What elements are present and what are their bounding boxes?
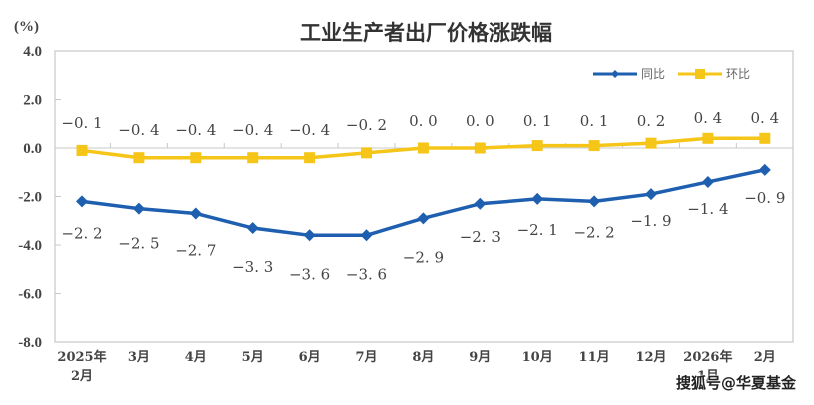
data-label: 0. 4 — [694, 109, 723, 127]
y-tick-label: -2.0 — [18, 190, 42, 206]
data-label: −0. 1 — [61, 114, 102, 132]
x-tick-label-line2: 1月 — [697, 369, 719, 384]
data-point-marker — [360, 229, 373, 242]
x-tick-label: 11月 — [579, 350, 610, 365]
data-label: −0. 2 — [346, 116, 387, 134]
data-label: −1. 4 — [687, 200, 728, 218]
square-marker-icon — [695, 69, 705, 79]
data-point-marker — [759, 132, 771, 144]
watermark: 搜狐号@华夏基金 — [675, 374, 796, 392]
data-point-marker — [246, 222, 259, 235]
x-tick-label: 2025年 — [57, 349, 106, 365]
data-label: 0. 1 — [580, 112, 609, 130]
data-point-marker — [417, 142, 429, 154]
x-tick-label: 10月 — [522, 350, 553, 365]
data-label: 0. 0 — [409, 112, 438, 130]
x-tick-label: 8月 — [412, 350, 434, 365]
plot-frame — [54, 50, 794, 343]
x-tick-label: 5月 — [242, 350, 264, 365]
data-label: −0. 4 — [118, 121, 159, 139]
y-tick-label: -6.0 — [18, 287, 42, 303]
y-tick-label: 0.0 — [23, 141, 42, 157]
x-tick-label: 9月 — [469, 350, 491, 365]
legend: 同比 环比 — [593, 67, 750, 81]
data-point-marker — [133, 152, 145, 164]
data-point-marker — [304, 152, 316, 164]
y-tick-label: -4.0 — [18, 238, 42, 254]
data-label: −3. 6 — [289, 265, 330, 283]
y-axis: 4.0 2.0 0.0 -2.0 -4.0 -6.0 -8.0 — [18, 44, 793, 351]
data-label: −3. 6 — [346, 265, 387, 283]
series-layer: −2. 2 −2. 5 −2. 7 −3. 3 −3. 6 −3. 6 −2. 9 −2. 3… — [61, 109, 785, 283]
x-tick-label: 2月 — [754, 350, 776, 365]
data-label: −2. 2 — [573, 223, 614, 241]
data-label: −0. 4 — [232, 121, 273, 139]
unit-label: (%) — [14, 19, 39, 35]
data-point-marker — [702, 132, 714, 144]
y-tick-label: 2.0 — [23, 93, 42, 109]
data-label: −2. 5 — [118, 235, 159, 253]
data-label: −2. 3 — [460, 228, 501, 246]
data-point-marker — [247, 152, 259, 164]
data-point-marker — [303, 229, 316, 242]
diamond-marker-icon — [611, 70, 619, 78]
data-point-marker — [701, 175, 714, 188]
data-point-marker — [417, 212, 430, 225]
data-point-marker — [588, 140, 600, 152]
data-point-marker — [190, 152, 202, 164]
legend-mom-label: 环比 — [726, 67, 750, 81]
data-point-marker — [474, 142, 486, 154]
data-point-marker — [645, 137, 657, 149]
x-tick-label-line2: 2月 — [71, 369, 93, 384]
data-label: 0. 2 — [637, 112, 666, 130]
x-tick-label: 4月 — [185, 350, 207, 365]
data-label: 0. 4 — [750, 109, 779, 127]
data-point-marker — [132, 202, 145, 215]
data-label: 0. 1 — [523, 112, 552, 130]
data-point-marker — [758, 163, 771, 176]
data-point-marker — [361, 147, 372, 159]
data-label: 0. 0 — [466, 112, 495, 130]
data-label: −2. 7 — [175, 241, 216, 259]
data-label: −0. 4 — [289, 121, 330, 139]
x-axis: 2025年 2月 3月 4月 5月 6月 7月 8月 9月 10月 11月 12月 2026年 1月 2月 — [57, 143, 776, 384]
data-point-marker — [189, 207, 202, 220]
x-tick-label: 7月 — [355, 350, 377, 365]
data-label: −0. 4 — [175, 121, 216, 139]
legend-yoy-label: 同比 — [641, 67, 665, 81]
data-label: −1. 9 — [630, 212, 671, 230]
chart-title: 工业生产者出厂价格涨跌幅 — [300, 21, 552, 45]
data-point-marker — [474, 197, 487, 210]
x-tick-label: 6月 — [299, 350, 321, 365]
data-point-marker — [531, 192, 544, 205]
x-tick-label: 2026年 — [683, 349, 732, 365]
data-point-marker — [645, 188, 657, 201]
data-label: −2. 2 — [61, 224, 102, 242]
x-tick-label: 12月 — [635, 350, 666, 365]
data-point-marker — [588, 195, 601, 208]
data-label: −0. 9 — [744, 189, 785, 207]
data-point-marker — [76, 195, 88, 208]
y-tick-label: 4.0 — [23, 44, 42, 60]
data-label: −2. 1 — [517, 221, 558, 239]
data-label: −3. 3 — [232, 258, 273, 276]
x-tick-label: 3月 — [128, 350, 150, 365]
data-point-marker — [76, 144, 88, 156]
data-point-marker — [531, 140, 543, 152]
data-label: −2. 9 — [403, 248, 444, 266]
y-tick-label: -8.0 — [18, 335, 42, 351]
